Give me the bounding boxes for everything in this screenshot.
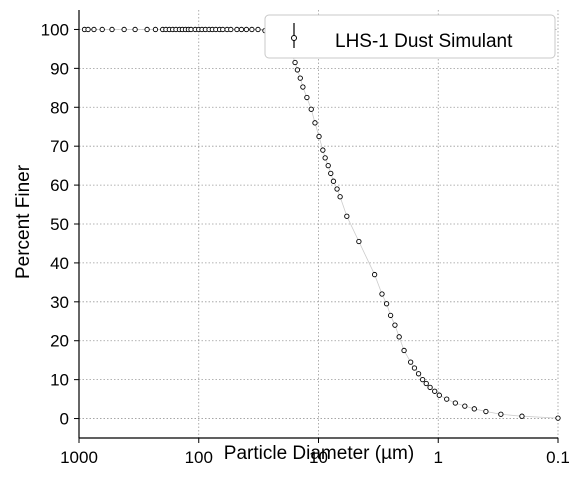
data-point <box>234 26 240 33</box>
data-point <box>325 162 331 169</box>
data-point <box>99 26 105 33</box>
data-point <box>444 396 450 402</box>
x-tick-label: 100 <box>185 448 213 467</box>
y-tick-label: 10 <box>50 371 69 390</box>
y-tick-label: 100 <box>41 20 69 39</box>
data-point <box>322 155 328 161</box>
y-tick-label: 20 <box>50 332 69 351</box>
data-point <box>238 26 245 33</box>
y-tick-label: 60 <box>50 176 69 195</box>
x-axis-title: Particle Diameter (µm) <box>224 443 414 464</box>
axes <box>74 10 559 443</box>
data-point <box>292 59 298 66</box>
data-point <box>411 365 418 371</box>
data-point <box>396 334 402 340</box>
y-tick-label: 70 <box>50 137 69 156</box>
data-point <box>220 26 226 33</box>
y-axis-title: Percent Finer <box>13 164 34 279</box>
data-point <box>249 26 255 33</box>
data-point <box>483 408 489 415</box>
data-point <box>408 359 414 365</box>
data-point <box>383 301 390 307</box>
data-point <box>152 26 159 33</box>
data-point <box>498 411 504 417</box>
data-point <box>555 415 561 421</box>
y-tick-label: 90 <box>50 59 69 78</box>
data-point <box>432 388 438 394</box>
data-point <box>144 26 150 33</box>
data-point <box>462 403 468 409</box>
data-point <box>344 213 350 219</box>
data-point <box>471 406 477 412</box>
data-point <box>401 347 407 354</box>
data-point <box>91 26 97 33</box>
data-point <box>423 380 429 387</box>
tick-labels: 1000 100 10 1 0.1 0 10 20 30 40 50 60 70 80 90 100 <box>41 20 570 467</box>
data-point <box>387 312 394 319</box>
data-point <box>109 26 115 33</box>
data-point <box>337 194 343 200</box>
data-point <box>308 106 314 112</box>
x-tick-label: 1000 <box>60 448 98 467</box>
data-point <box>297 75 303 81</box>
y-tick-label: 30 <box>50 293 69 312</box>
y-tick-label: 40 <box>50 254 69 273</box>
data-point <box>436 392 442 398</box>
data-point <box>304 94 310 101</box>
y-tick-label: 80 <box>50 98 69 117</box>
x-tick-label: 1 <box>434 448 443 467</box>
data-point <box>330 178 337 184</box>
data-point <box>452 400 458 406</box>
data-point <box>334 186 340 192</box>
data-point <box>320 147 326 153</box>
data-point <box>328 170 334 177</box>
data-point <box>85 26 91 33</box>
gridlines <box>78 10 559 438</box>
data-point <box>312 120 318 126</box>
data-point <box>228 26 234 33</box>
data-point <box>300 84 306 90</box>
data-point <box>519 413 525 419</box>
data-point <box>294 67 301 73</box>
data-point <box>379 291 385 297</box>
data-point <box>255 26 261 33</box>
legend-marker-icon <box>291 35 297 41</box>
data-point <box>392 322 398 328</box>
data-point <box>419 376 426 383</box>
legend-label: LHS-1 Dust Simulant <box>335 31 513 52</box>
data-point <box>356 238 362 245</box>
data-point <box>427 384 433 391</box>
data-point <box>121 26 127 33</box>
legend: LHS-1 Dust Simulant <box>264 14 556 59</box>
y-tick-label: 50 <box>50 215 69 234</box>
legend-box <box>264 14 556 59</box>
x-tick-label: 10 <box>309 448 328 467</box>
y-tick-label: 0 <box>60 410 69 429</box>
data-point <box>415 371 422 377</box>
x-tick-label: 0.1 <box>546 448 570 467</box>
data-points <box>81 26 561 421</box>
data-point <box>371 271 378 278</box>
data-point <box>132 26 138 33</box>
data-point <box>316 133 322 140</box>
data-point <box>188 26 194 33</box>
data-point <box>243 26 250 33</box>
